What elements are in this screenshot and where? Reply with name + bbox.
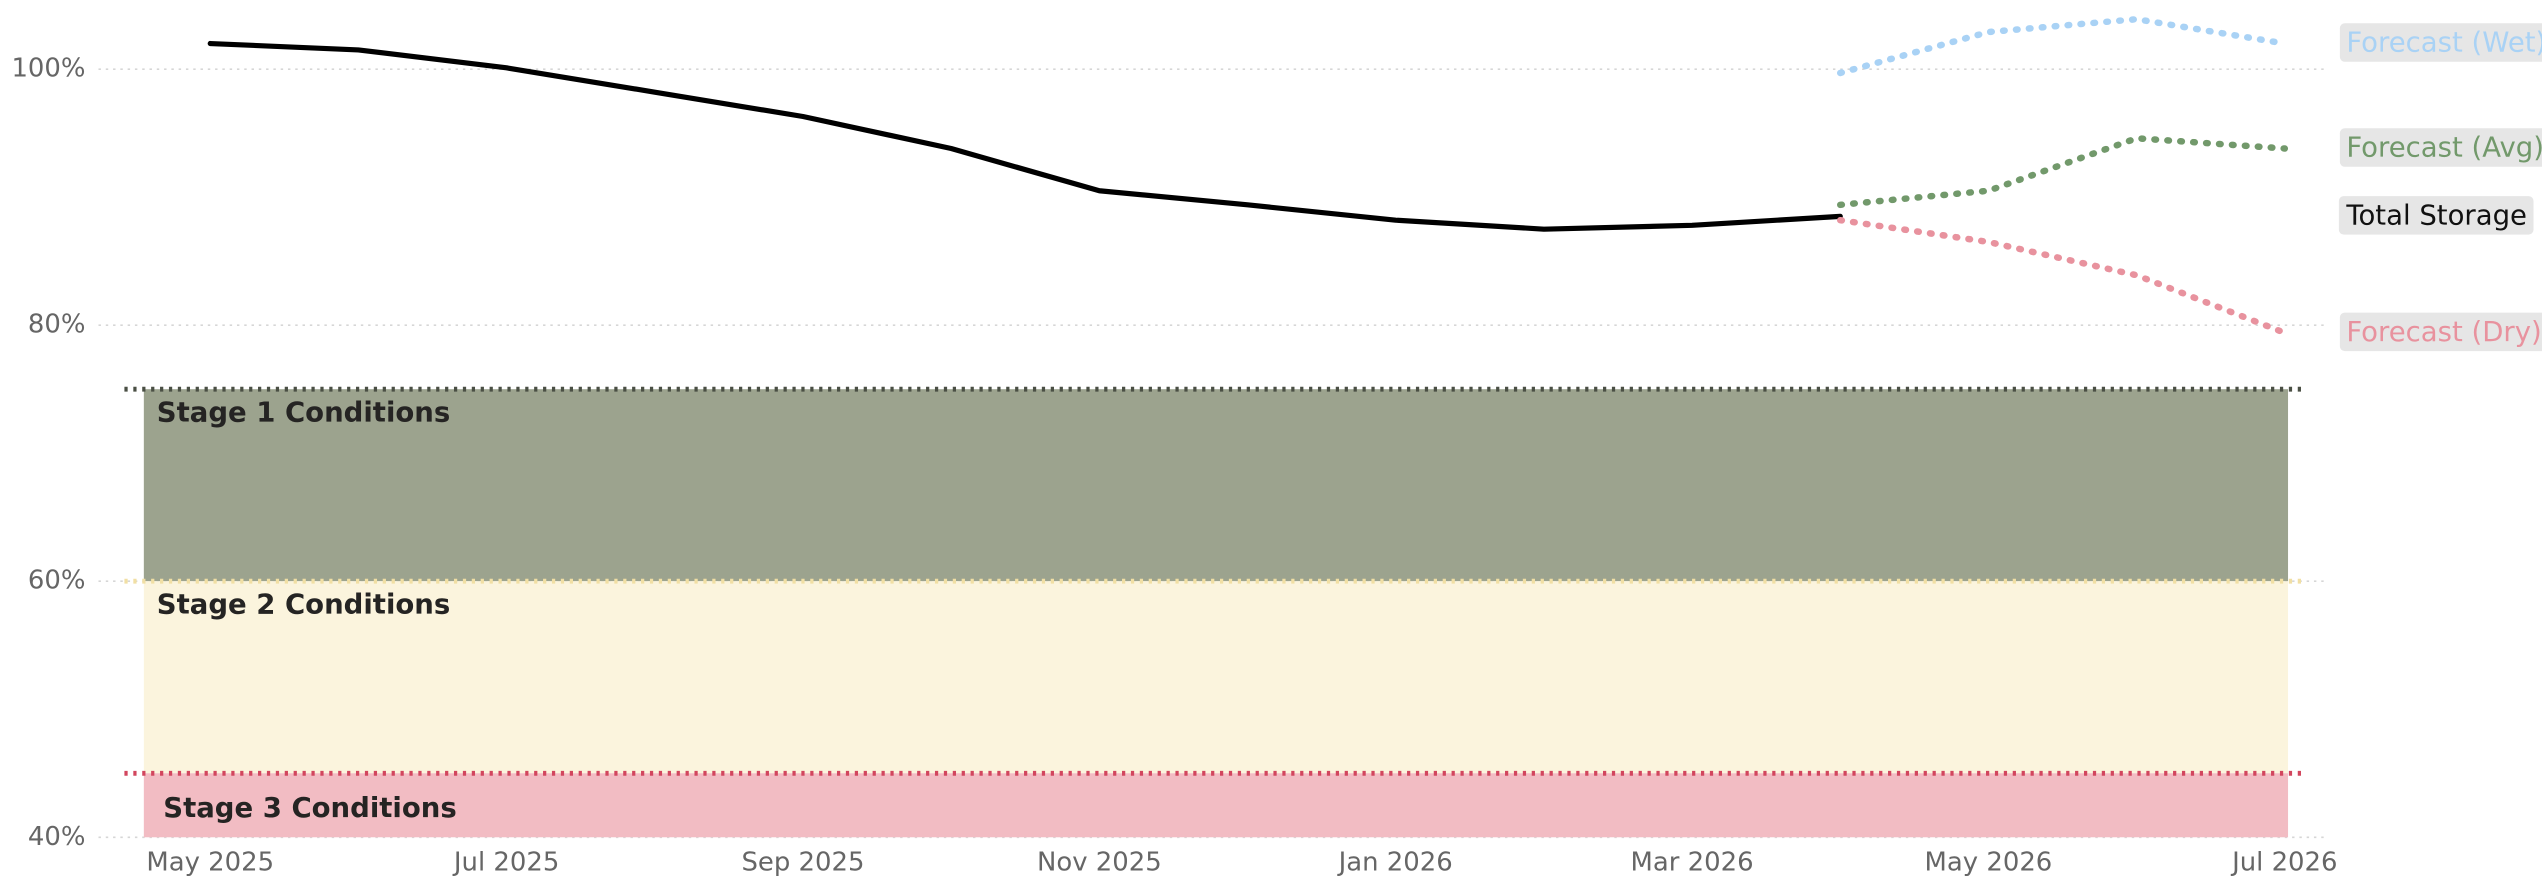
end-label-group: Total Storage <box>2338 196 2534 235</box>
band <box>143 581 2289 774</box>
x-tick-label: May 2026 <box>1925 848 2053 878</box>
x-tick-label: Nov 2025 <box>1037 848 1162 878</box>
y-tick-label: 60% <box>28 566 86 596</box>
band <box>143 773 2289 838</box>
band-label: Stage 3 Conditions <box>163 792 456 824</box>
end-label: Forecast (Wet) <box>2346 27 2542 59</box>
end-label: Forecast (Avg) <box>2346 132 2542 164</box>
end-label-bg <box>2339 312 2542 352</box>
x-tick-label: Jul 2026 <box>2230 848 2337 878</box>
series-line <box>1837 216 2289 337</box>
end-label-group: Forecast (Dry) <box>2339 312 2542 352</box>
end-label: Total Storage <box>2345 199 2527 231</box>
series-line <box>1837 15 2289 77</box>
series-line <box>207 40 1843 232</box>
x-tick-label: Mar 2026 <box>1631 848 1754 878</box>
end-label-bg <box>2339 23 2542 62</box>
x-tick-label: Jan 2026 <box>1337 848 1453 878</box>
band-label: Stage 2 Conditions <box>157 589 450 621</box>
y-tick-label: 100% <box>11 54 85 84</box>
y-tick-label: 80% <box>28 310 86 340</box>
y-tick-label: 40% <box>28 822 86 852</box>
series-line <box>1837 135 2289 209</box>
end-label-bg <box>2339 128 2542 167</box>
end-label-bg <box>2338 196 2534 235</box>
x-tick-label: Jul 2025 <box>452 848 559 878</box>
band-label: Stage 1 Conditions <box>157 396 450 428</box>
end-label-group: Forecast (Wet) <box>2339 23 2542 62</box>
x-tick-label: Sep 2025 <box>741 848 864 878</box>
end-label: Forecast (Dry) <box>2346 316 2541 348</box>
end-label-group: Forecast (Avg) <box>2339 128 2542 167</box>
x-tick-label: May 2025 <box>146 848 274 878</box>
band <box>143 389 2289 582</box>
